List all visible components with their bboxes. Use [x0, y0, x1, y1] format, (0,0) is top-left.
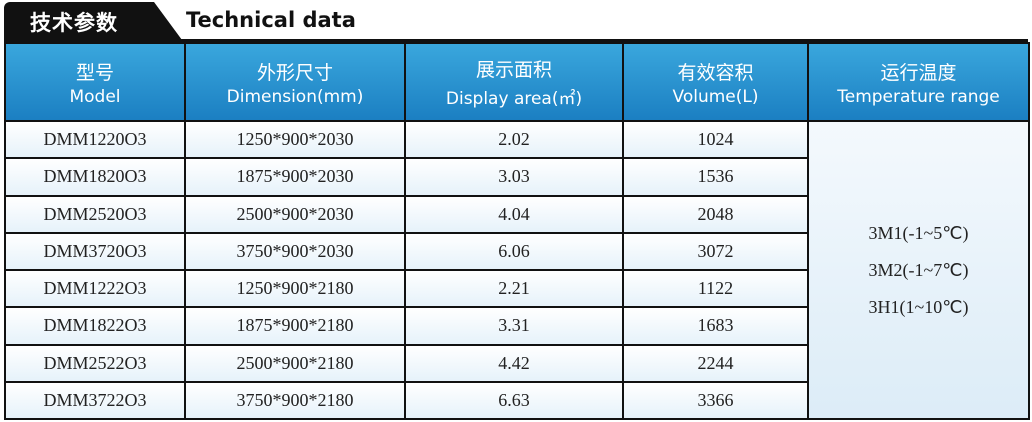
- column-header-en: Volume(L): [672, 86, 759, 107]
- table-cell: 3750*900*2030: [184, 231, 406, 272]
- column-header-cn: 展示面积: [475, 59, 552, 81]
- column-header: 有效容积 Volume(L): [622, 42, 809, 122]
- title-rule: [4, 39, 1028, 42]
- title-en: Technical data: [186, 8, 356, 32]
- header-row: 型号 Model 外形尺寸 Dimension(mm) 展示面积 Display area…: [4, 42, 1030, 122]
- table-cell: DMM1822O3: [4, 306, 186, 346]
- table-cell: DMM1220O3: [4, 119, 186, 160]
- table-cell: 6.06: [404, 231, 624, 272]
- table-cell: DMM2520O3: [4, 194, 186, 234]
- table-cell: 1024: [622, 119, 809, 160]
- column-header: 外形尺寸 Dimension(mm): [184, 42, 406, 122]
- table-cell: DMM1222O3: [4, 268, 186, 309]
- table-cell: 2.02: [404, 119, 624, 160]
- table-cell: 1875*900*2180: [184, 306, 406, 346]
- table-cell: DMM3720O3: [4, 231, 186, 272]
- table-row: DMM1220O3 1250*900*2030 2.02 1024 3M1(-1~5℃)…: [4, 119, 1030, 420]
- table-cell: 3072: [622, 231, 809, 272]
- table-body: DMM1220O3 1250*900*2030 2.02 1024 3M1(-1~5℃)…: [4, 119, 1030, 421]
- table-row: DMM1820O3 1875*900*2030 3.03 1536: [4, 157, 1029, 197]
- table-row: DMM2520O3 2500*900*2030 4.04 2048: [4, 194, 1029, 234]
- column-header-en: Model: [69, 86, 121, 107]
- column-header-cn: 有效容积: [677, 61, 754, 84]
- temperature-cell: 3M1(-1~5℃) 3M2(-1~7℃) 3H1(1~10℃): [807, 120, 1030, 420]
- table-cell: DMM2522O3: [4, 343, 186, 383]
- table-cell: 2.21: [404, 268, 624, 309]
- spec-table: 型号 Model 外形尺寸 Dimension(mm) 展示面积 Display area…: [4, 42, 1030, 421]
- column-header-en: Display area(㎡): [445, 89, 583, 109]
- column-header-cn: 型号: [75, 61, 114, 84]
- table-row: DMM1222O3 1250*900*2180 2.21 1122: [4, 268, 1029, 309]
- table-cell: 3.31: [404, 306, 624, 346]
- table-cell: DMM3722O3: [4, 380, 186, 421]
- table-cell: DMM1820O3: [4, 157, 186, 197]
- table-cell: 2500*900*2180: [184, 343, 406, 383]
- title-cn: 技术参数: [30, 11, 118, 35]
- table-row: DMM3720O3 3750*900*2030 6.06 3072: [4, 231, 1029, 272]
- table-cell: 1875*900*2030: [184, 157, 406, 197]
- table-cell: 2500*900*2030: [184, 194, 406, 234]
- table-cell: 1683: [622, 306, 809, 346]
- column-header-cn: 运行温度: [880, 61, 957, 84]
- table-cell: 1250*900*2180: [184, 268, 406, 309]
- table-cell: 3750*900*2180: [184, 380, 406, 421]
- table-cell: 4.42: [404, 343, 624, 383]
- temperature-value: 3M2(-1~7℃): [868, 259, 969, 280]
- temperature-value: 3M1(-1~5℃): [868, 222, 969, 243]
- title-tab: [4, 2, 182, 40]
- column-header-en: Temperature range: [837, 86, 1000, 107]
- column-header-en: Dimension(mm): [226, 86, 364, 107]
- table-cell: 3366: [622, 380, 809, 421]
- table-cell: 3.03: [404, 157, 624, 197]
- table-cell: 1536: [622, 157, 809, 197]
- table-cell: 4.04: [404, 194, 624, 234]
- column-header: 型号 Model: [4, 42, 186, 122]
- temperature-value: 3H1(1~10℃): [868, 296, 969, 317]
- table-cell: 6.63: [404, 380, 624, 421]
- table-cell: 2048: [622, 194, 809, 234]
- column-header-cn: 外形尺寸: [256, 61, 333, 84]
- table-row: DMM1822O3 1875*900*2180 3.31 1683: [4, 306, 1029, 346]
- table-row: DMM2522O3 2500*900*2180 4.42 2244: [4, 343, 1029, 383]
- table-cell: 2244: [622, 343, 809, 383]
- column-header: 展示面积 Display area(㎡): [404, 42, 624, 122]
- table-cell: 1122: [622, 268, 809, 309]
- table-row: DMM3722O3 3750*900*2180 6.63 3366: [4, 380, 1029, 421]
- column-header: 运行温度 Temperature range: [807, 42, 1030, 122]
- table-cell: 1250*900*2030: [184, 119, 406, 160]
